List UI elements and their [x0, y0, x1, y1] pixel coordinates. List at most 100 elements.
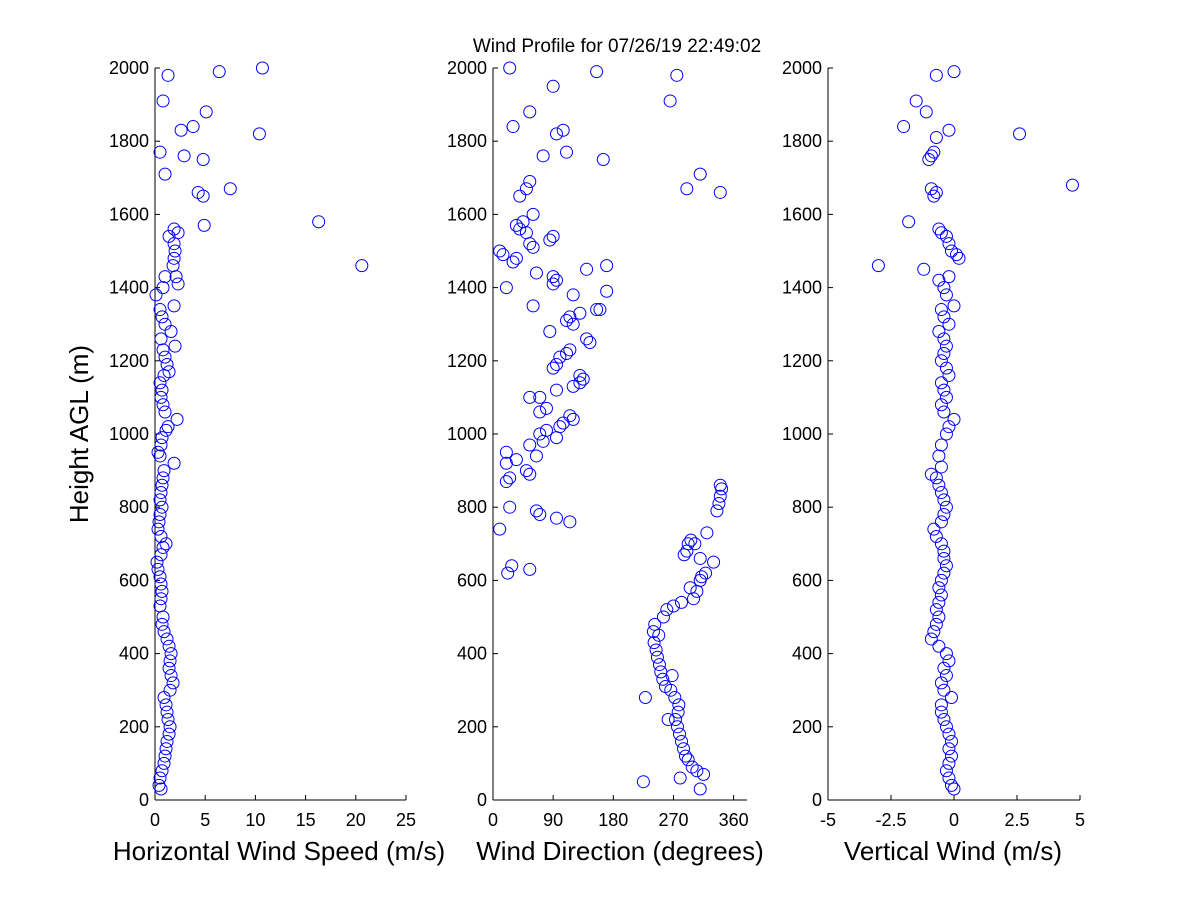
data-point: [937, 551, 951, 565]
data-point: [560, 314, 574, 328]
x-tick-label: 5: [1075, 810, 1085, 830]
data-point: [677, 742, 690, 756]
y-tick-label: 1000: [782, 424, 822, 444]
data-point: [553, 420, 567, 434]
data-point: [163, 683, 177, 697]
data-point: [158, 270, 172, 284]
data-point: [932, 325, 946, 339]
data-point: [166, 676, 180, 690]
data-point: [153, 145, 167, 159]
y-tick-label: 1600: [109, 204, 149, 224]
panel-horizontal-wind-speed: Height AGL (m) Horizontal Wind Speed (m/…: [64, 58, 445, 866]
data-point: [160, 357, 174, 371]
data-point: [593, 303, 607, 317]
data-point: [685, 760, 699, 774]
data-point: [937, 683, 951, 697]
data-point: [649, 643, 663, 657]
data-point: [499, 281, 513, 295]
data-point: [909, 94, 923, 108]
data-point: [924, 632, 938, 646]
data-point: [937, 566, 951, 580]
data-point: [947, 65, 961, 79]
data-point: [167, 299, 181, 313]
data-point: [934, 354, 948, 368]
data-point: [156, 540, 170, 554]
data-point: [550, 357, 563, 371]
data-point: [516, 215, 530, 229]
data-point: [529, 504, 543, 518]
data-point: [939, 559, 953, 573]
data-point: [546, 277, 560, 291]
data-point: [929, 131, 943, 145]
data-point: [944, 778, 958, 792]
data-point: [934, 515, 948, 529]
data-point: [162, 661, 176, 675]
data-point: [506, 120, 520, 134]
data-point: [929, 603, 943, 617]
data-point: [151, 445, 165, 459]
data-point: [152, 515, 166, 529]
y-tick-label: 0: [139, 790, 149, 810]
data-point: [934, 573, 948, 587]
data-point: [688, 537, 702, 551]
data-point: [154, 438, 168, 452]
data-point: [151, 562, 165, 576]
data-point: [573, 306, 587, 320]
data-point: [223, 182, 237, 196]
data-point: [563, 343, 577, 357]
data-point: [158, 350, 172, 364]
data-point: [153, 303, 167, 317]
data-point: [158, 405, 172, 419]
data-point: [600, 259, 614, 273]
data-point: [546, 229, 560, 243]
data-point: [155, 478, 169, 492]
data-point: [560, 145, 574, 159]
data-point: [647, 636, 661, 650]
data-point: [942, 270, 956, 284]
data-point: [503, 471, 517, 485]
x-tick-label: -5: [820, 810, 836, 830]
data-point: [566, 288, 580, 302]
data-point: [690, 764, 704, 778]
data-point: [670, 68, 684, 82]
data-point: [934, 676, 948, 690]
data-point: [670, 720, 684, 734]
data-point: [499, 445, 513, 459]
x-tick-label: 90: [543, 810, 563, 830]
y-tick-label: 1400: [447, 278, 487, 298]
data-point: [672, 698, 686, 712]
data-point: [153, 493, 167, 507]
data-point: [162, 639, 176, 653]
y-tick-label: 0: [812, 790, 822, 810]
data-point: [509, 218, 523, 232]
y-axis-label: Height AGL (m): [64, 345, 94, 523]
data-point: [937, 346, 951, 360]
data-point: [932, 222, 946, 236]
data-point: [710, 504, 724, 518]
data-point: [556, 416, 570, 430]
data-point: [560, 346, 574, 360]
data-point: [937, 712, 951, 726]
x-tick-label: 2.5: [1004, 810, 1029, 830]
data-point: [917, 262, 931, 276]
data-point: [944, 244, 958, 258]
data-point: [563, 409, 577, 423]
data-point: [523, 390, 537, 404]
data-point: [155, 584, 169, 598]
data-point: [939, 288, 953, 302]
data-point: [942, 771, 956, 785]
data-point: [168, 339, 182, 353]
data-point: [550, 273, 563, 287]
data-point: [684, 533, 698, 547]
data-point: [693, 167, 707, 181]
data-point: [523, 438, 537, 452]
data-point: [550, 511, 563, 525]
data-point: [937, 493, 951, 507]
data-point: [167, 222, 181, 236]
data-point: [156, 471, 170, 485]
data-point: [656, 672, 670, 686]
y-tick-label: 800: [457, 497, 487, 517]
data-point: [151, 522, 165, 536]
data-point: [519, 182, 533, 196]
